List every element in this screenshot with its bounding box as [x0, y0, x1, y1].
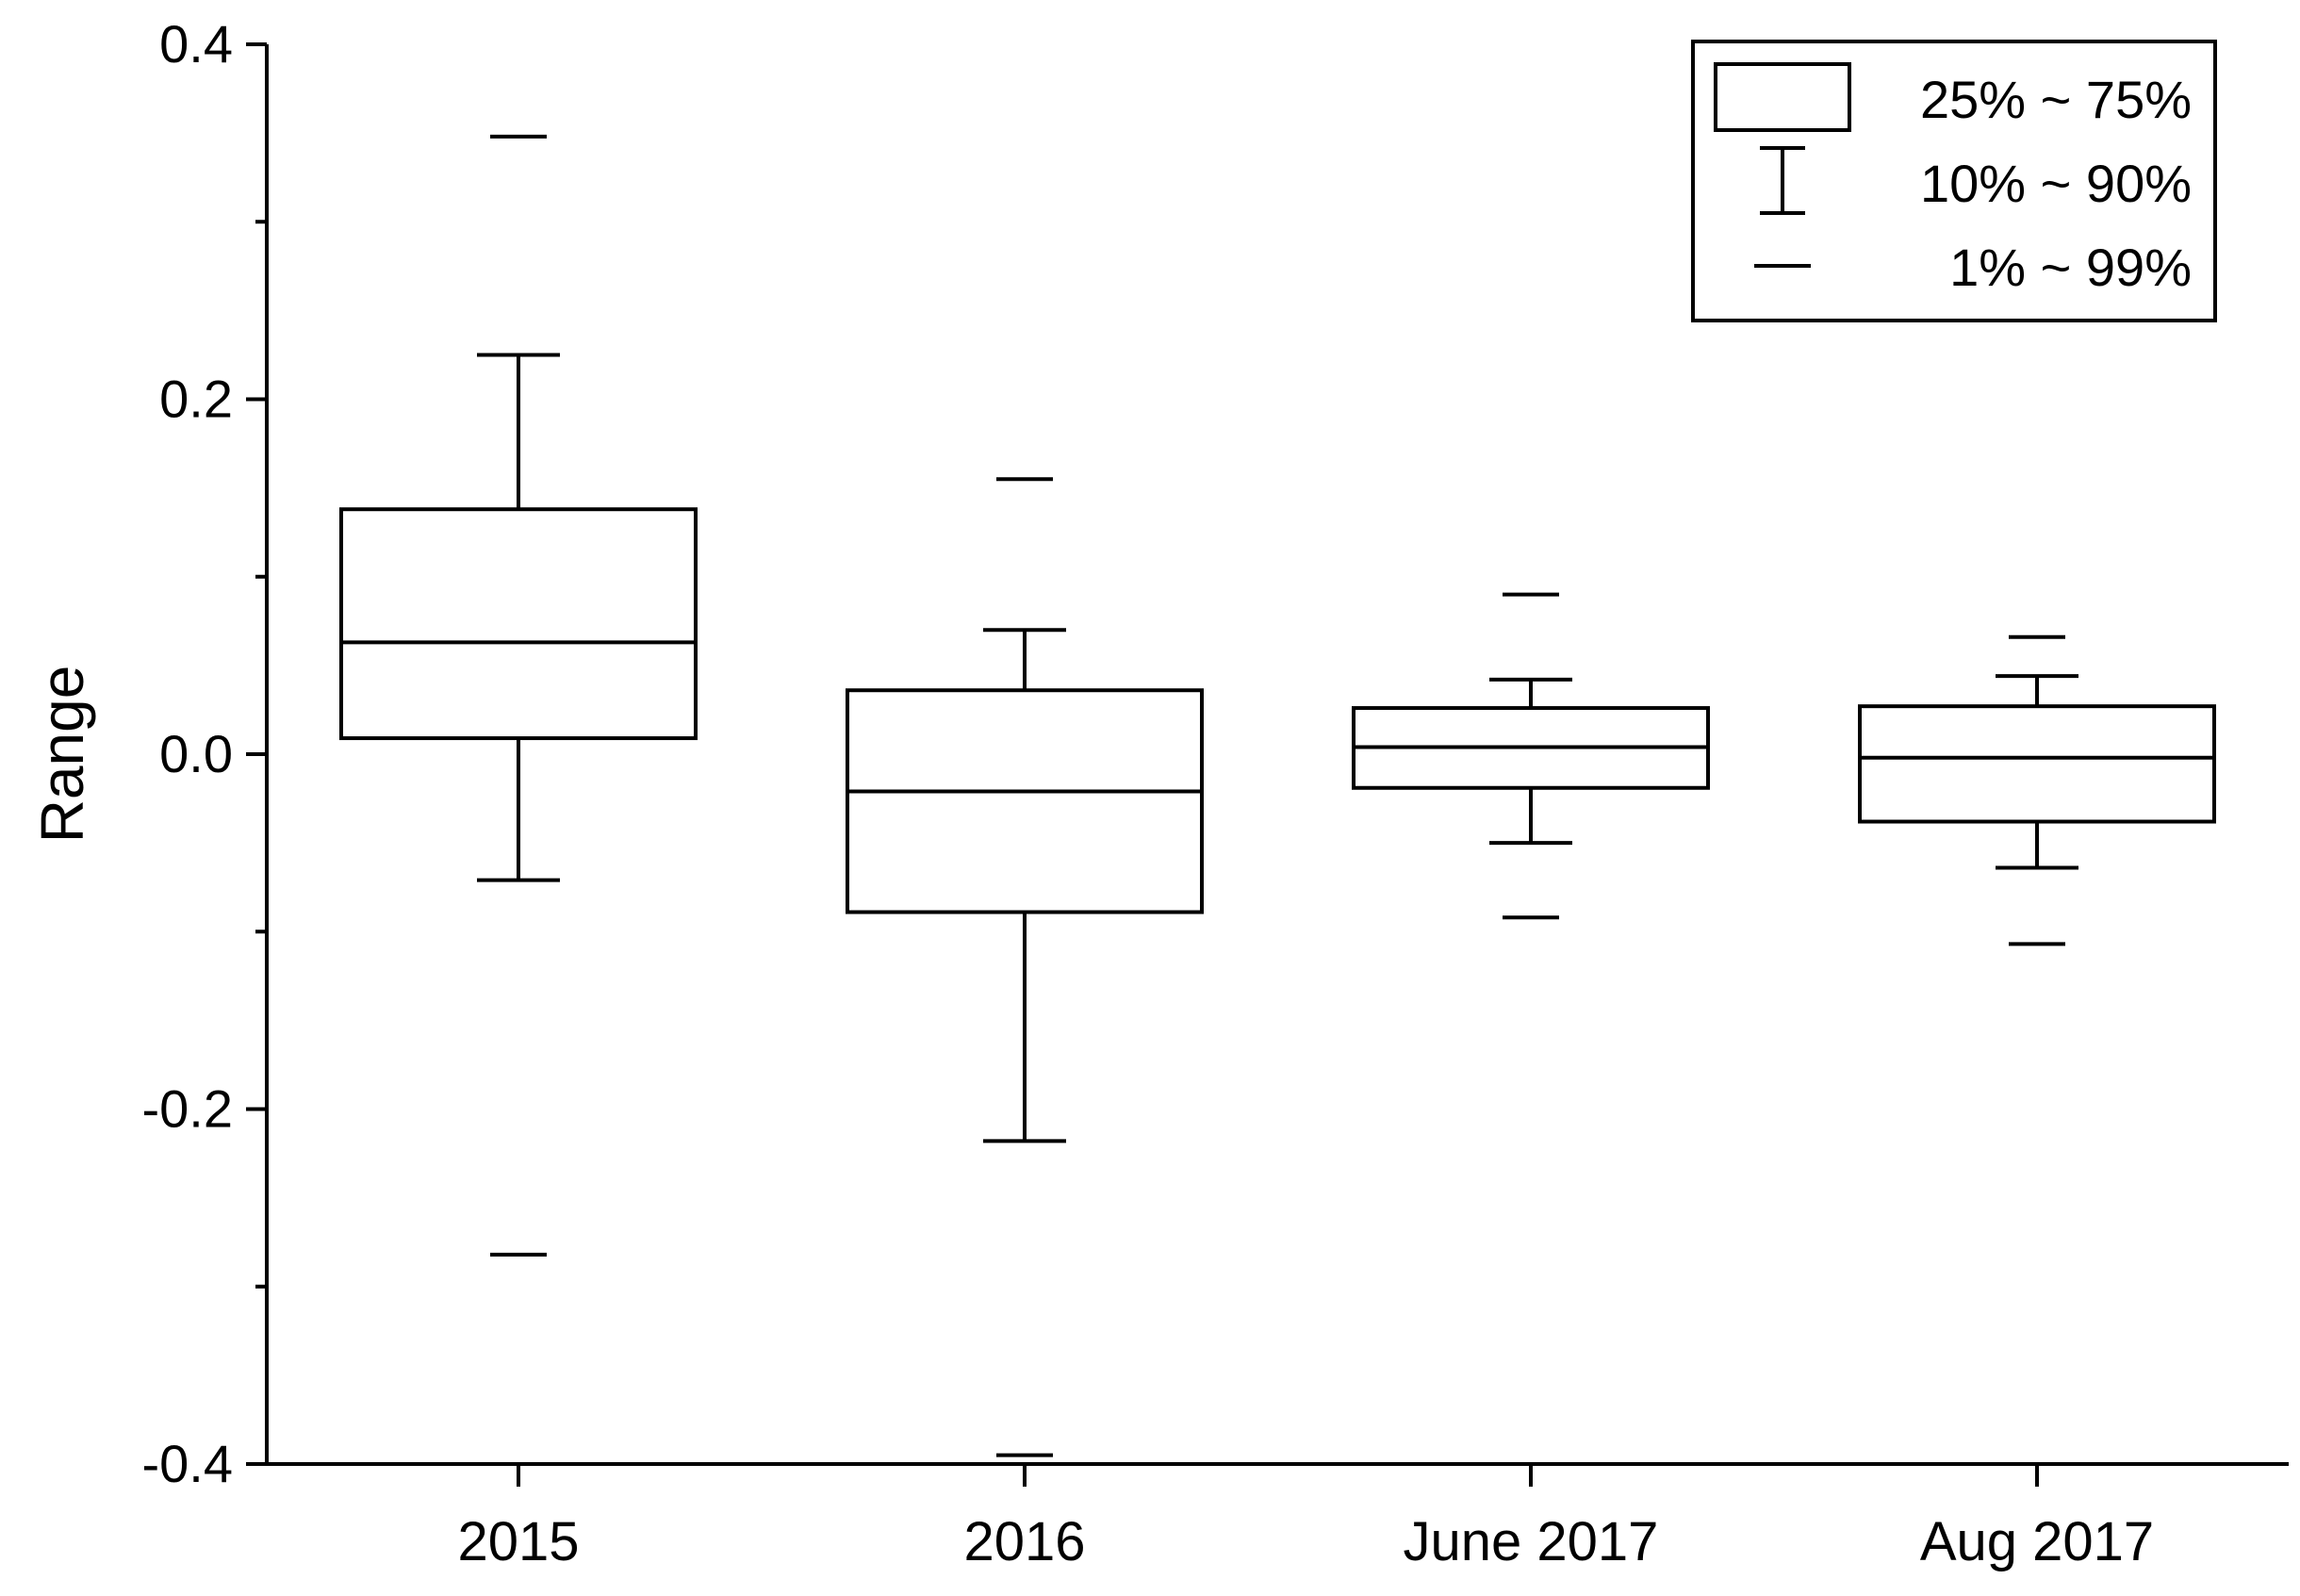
y-tick-label: -0.2 [142, 1079, 234, 1139]
x-tick-label: 2015 [457, 1511, 579, 1572]
legend-label: 1% ~ 99% [1949, 238, 2192, 297]
x-tick-label: 2016 [963, 1511, 1085, 1572]
iqr-box [846, 688, 1204, 914]
y-tick-label: 0.2 [159, 370, 233, 429]
iqr-box [1858, 704, 2216, 824]
legend-label: 25% ~ 75% [1920, 70, 2192, 129]
y-axis-label: Range [28, 666, 96, 844]
y-tick-label: -0.4 [142, 1434, 234, 1493]
x-tick-label: June 2017 [1404, 1511, 1659, 1572]
y-tick-label: 0.4 [159, 14, 233, 74]
legend-box-symbol [1714, 62, 1851, 132]
legend-label: 10% ~ 90% [1920, 154, 2192, 213]
iqr-box [339, 507, 698, 741]
y-tick-label: 0.0 [159, 724, 233, 783]
x-tick-label: Aug 2017 [1920, 1511, 2154, 1572]
